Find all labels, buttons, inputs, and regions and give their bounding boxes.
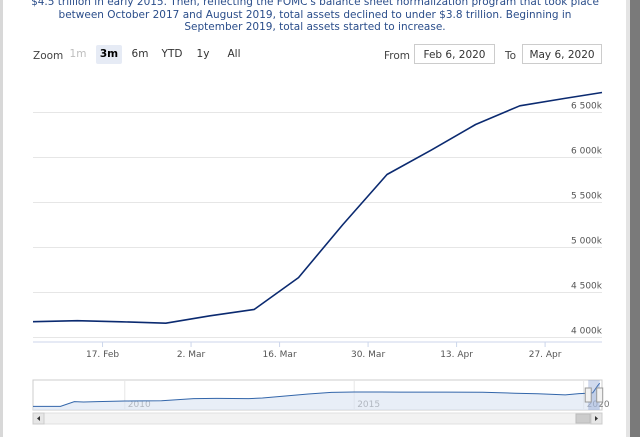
y-axis-ticks: 4 000k 4 500k 5 000k 5 500k 6 000k 6 500k [571,102,603,337]
to-date-input[interactable]: May 6, 2020 [522,44,602,64]
from-date-input[interactable]: Feb 6, 2020 [414,44,495,64]
scrollbar-left-arrow-icon [37,416,40,421]
x-tick-label: 2. Mar [177,350,206,360]
scrollbar-thumb[interactable] [575,413,591,424]
navigator-handle[interactable] [596,387,604,403]
x-tick-label: 17. Feb [86,350,119,360]
to-label: To [505,50,517,62]
series-line [32,91,603,324]
navigator-area [33,383,600,410]
zoom-1m-button[interactable]: 1m [69,48,87,60]
zoom-label: Zoom [33,50,64,62]
zoom-ytd-button[interactable]: YTD [161,48,183,60]
zoom-1y-button[interactable]: 1y [196,48,210,60]
chart-description: $4.5 trillion in early 2015. Then, refle… [20,0,610,34]
navigator-line [33,382,601,407]
frame-left-edge [0,0,3,437]
frame-right-edge [630,0,640,437]
zoom-all-button[interactable]: All [227,48,241,60]
x-tick-label: 13. Apr [440,350,473,360]
description-line: between October 2017 and August 2019, to… [58,8,572,21]
navigator[interactable]: 201020152020 [32,379,610,411]
series-group [32,91,603,324]
x-tick-label: 16. Mar [262,350,296,360]
x-tick-label: 30. Mar [351,350,385,360]
y-tick-label: 5 000k [571,237,603,247]
from-label: From [384,50,411,62]
y-tick-label: 4 500k [571,282,603,292]
scrollbar-right-arrow-icon [595,416,598,421]
navigator-window [588,380,600,410]
zoom-3m-button[interactable]: 3m [96,45,122,64]
x-axis: 17. Feb 2. Mar 16. Mar 30. Mar 13. Apr 27. Ap… [33,341,602,360]
y-tick-label: 6 000k [571,147,603,157]
grid-lines [33,112,602,338]
y-tick-label: 6 500k [571,102,603,112]
y-tick-label: 4 000k [571,327,603,337]
x-tick-label: 27. Apr [529,350,562,360]
scrollbar-track [32,412,603,425]
navigator-handle[interactable] [584,387,592,403]
frame-right-gutter [626,0,630,437]
description-line: September 2019, total assets started to … [184,21,446,33]
scrollbar[interactable] [32,412,603,425]
y-tick-label: 5 500k [571,192,603,202]
description-line: $4.5 trillion in early 2015. Then, refle… [31,0,599,8]
zoom-6m-button[interactable]: 6m [131,48,149,60]
